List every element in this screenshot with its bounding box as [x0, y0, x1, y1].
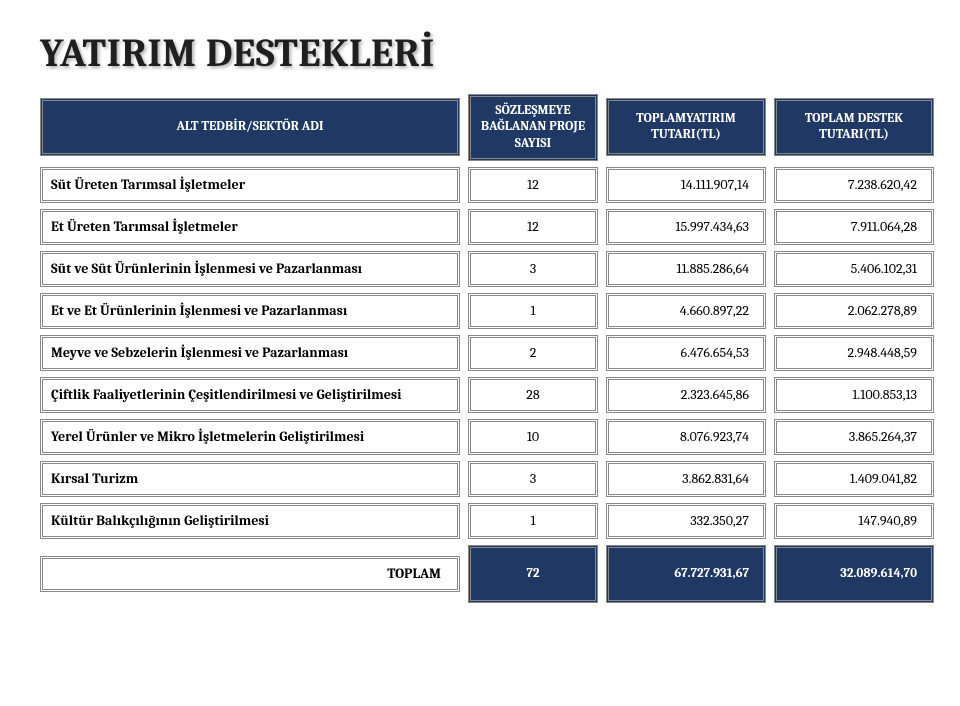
row-investment: 8.076.923,74 [606, 419, 766, 455]
row-count: 3 [468, 461, 598, 497]
row-label: Kültür Balıkçılığının Geliştirilmesi [40, 503, 460, 539]
row-label: Süt ve Süt Ürünlerinin İşlenmesi ve Paza… [40, 251, 460, 287]
row-support: 7.911.064,28 [774, 209, 934, 245]
row-support: 1.100.853,13 [774, 377, 934, 413]
table-row: Süt Üreten Tarımsal İşletmeler 12 14.111… [40, 167, 934, 203]
table-row: Meyve ve Sebzelerin İşlenmesi ve Pazarla… [40, 335, 934, 371]
row-count: 12 [468, 167, 598, 203]
table-header-row: ALT TEDBİR/SEKTÖR ADI SÖZLEŞMEYE BAĞLANA… [40, 94, 934, 161]
row-label: Et ve Et Ürünlerinin İşlenmesi ve Pazarl… [40, 293, 460, 329]
row-label: Yerel Ürünler ve Mikro İşletmelerin Geli… [40, 419, 460, 455]
row-investment: 3.862.831,64 [606, 461, 766, 497]
row-investment: 11.885.286,64 [606, 251, 766, 287]
row-investment: 14.111.907,14 [606, 167, 766, 203]
table-total-row: TOPLAM 72 67.727.931,67 32.089.614,70 [40, 545, 934, 603]
row-label: Kırsal Turizm [40, 461, 460, 497]
row-support: 2.948.448,59 [774, 335, 934, 371]
table-row: Et ve Et Ürünlerinin İşlenmesi ve Pazarl… [40, 293, 934, 329]
total-investment: 67.727.931,67 [606, 545, 766, 603]
row-label: Et Üreten Tarımsal İşletmeler [40, 209, 460, 245]
row-count: 28 [468, 377, 598, 413]
row-support: 3.865.264,37 [774, 419, 934, 455]
row-investment: 332.350,27 [606, 503, 766, 539]
row-support: 2.062.278,89 [774, 293, 934, 329]
table-row: Süt ve Süt Ürünlerinin İşlenmesi ve Paza… [40, 251, 934, 287]
total-support: 32.089.614,70 [774, 545, 934, 603]
row-investment: 4.660.897,22 [606, 293, 766, 329]
row-support: 1.409.041,82 [774, 461, 934, 497]
col-header-sector: ALT TEDBİR/SEKTÖR ADI [40, 98, 460, 156]
col-header-investment: TOPLAMYATIRIM TUTARI(TL) [606, 98, 766, 156]
total-count: 72 [468, 545, 598, 603]
row-support: 5.406.102,31 [774, 251, 934, 287]
table-row: Yerel Ürünler ve Mikro İşletmelerin Geli… [40, 419, 934, 455]
col-header-count: SÖZLEŞMEYE BAĞLANAN PROJE SAYISI [468, 94, 598, 161]
col-header-support: TOPLAM DESTEK TUTARI(TL) [774, 98, 934, 156]
support-table: ALT TEDBİR/SEKTÖR ADI SÖZLEŞMEYE BAĞLANA… [40, 94, 934, 603]
page-title: YATIRIM DESTEKLERİ [40, 30, 920, 76]
row-label: Meyve ve Sebzelerin İşlenmesi ve Pazarla… [40, 335, 460, 371]
row-count: 1 [468, 503, 598, 539]
table-row: Kırsal Turizm 3 3.862.831,64 1.409.041,8… [40, 461, 934, 497]
row-count: 3 [468, 251, 598, 287]
row-investment: 6.476.654,53 [606, 335, 766, 371]
row-count: 12 [468, 209, 598, 245]
table-row: Et Üreten Tarımsal İşletmeler 12 15.997.… [40, 209, 934, 245]
row-count: 2 [468, 335, 598, 371]
row-investment: 15.997.434,63 [606, 209, 766, 245]
row-label: Çiftlik Faaliyetlerinin Çeşitlendirilmes… [40, 377, 460, 413]
row-support: 7.238.620,42 [774, 167, 934, 203]
row-investment: 2.323.645,86 [606, 377, 766, 413]
row-count: 1 [468, 293, 598, 329]
table-row: Çiftlik Faaliyetlerinin Çeşitlendirilmes… [40, 377, 934, 413]
row-count: 10 [468, 419, 598, 455]
row-support: 147.940,89 [774, 503, 934, 539]
row-label: Süt Üreten Tarımsal İşletmeler [40, 167, 460, 203]
total-label: TOPLAM [40, 556, 460, 592]
table-row: Kültür Balıkçılığının Geliştirilmesi 1 3… [40, 503, 934, 539]
